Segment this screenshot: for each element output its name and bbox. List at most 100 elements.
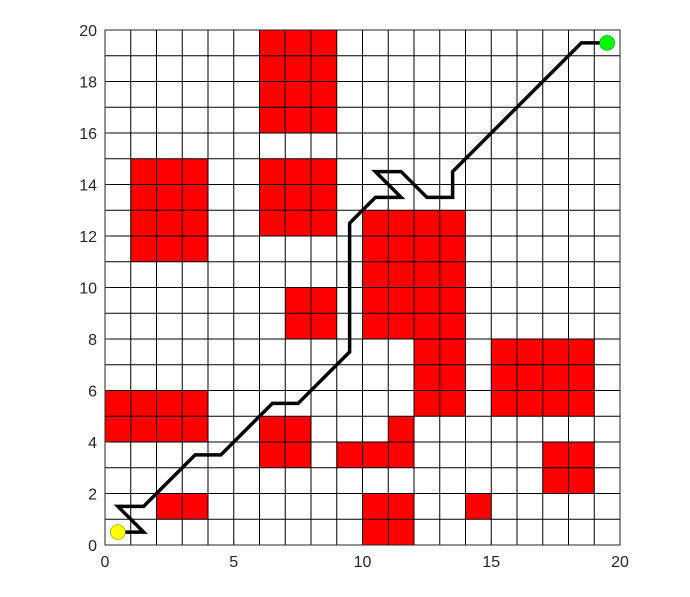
- obstacle-cell: [285, 158, 311, 185]
- obstacle-cell: [156, 158, 183, 185]
- obstacle-cell: [156, 493, 183, 520]
- obstacle-cell: [388, 493, 414, 520]
- y-tick-label: 20: [79, 23, 97, 40]
- obstacle-cell: [414, 313, 440, 339]
- obstacle-cell: [542, 442, 569, 468]
- obstacle-cell: [130, 416, 157, 442]
- obstacle-cell: [491, 390, 517, 417]
- obstacle-cell: [285, 313, 311, 339]
- obstacle-cell: [439, 339, 466, 365]
- obstacle-cell: [285, 184, 311, 211]
- obstacle-cell: [517, 364, 543, 391]
- obstacle-cell: [259, 210, 286, 236]
- obstacle-cell: [568, 442, 595, 468]
- obstacle-cell: [362, 261, 389, 288]
- obstacle-cell: [311, 210, 337, 236]
- obstacle-cell: [285, 107, 311, 133]
- y-tick-label: 8: [88, 332, 97, 349]
- marker-layer: [110, 35, 615, 540]
- y-tick-label: 0: [88, 538, 97, 555]
- obstacle-cell: [311, 81, 337, 108]
- obstacle-cell: [542, 339, 569, 365]
- obstacle-cell: [568, 364, 595, 391]
- obstacle-cell: [156, 416, 183, 442]
- obstacle-cell: [182, 493, 208, 520]
- y-tick-label: 18: [79, 75, 97, 92]
- obstacle-cell: [517, 390, 543, 417]
- obstacle-cell: [130, 236, 157, 262]
- obstacle-cell: [130, 158, 157, 185]
- obstacle-cell: [414, 210, 440, 236]
- obstacle-cell: [130, 390, 157, 417]
- obstacle-cell: [156, 210, 183, 236]
- obstacle-cell: [311, 55, 337, 82]
- obstacle-cell: [568, 339, 595, 365]
- obstacle-cell: [182, 236, 208, 262]
- obstacle-cell: [439, 261, 466, 288]
- obstacle-cell: [259, 30, 286, 56]
- obstacle-cell: [311, 107, 337, 133]
- grid-layer: [104, 29, 621, 546]
- obstacle-cell: [388, 416, 414, 442]
- obstacle-cell: [388, 287, 414, 314]
- y-tick-label: 14: [79, 178, 97, 195]
- obstacle-cell: [362, 493, 389, 520]
- obstacle-cell: [439, 313, 466, 339]
- obstacle-cell: [414, 261, 440, 288]
- obstacle-cell: [105, 390, 131, 417]
- obstacle-cell: [362, 236, 389, 262]
- x-tick-label: 10: [354, 554, 372, 571]
- obstacle-cell: [388, 519, 414, 545]
- obstacle-cell: [285, 287, 311, 314]
- y-tick-label: 6: [88, 384, 97, 401]
- obstacle-cell: [259, 416, 286, 442]
- obstacle-cell: [156, 236, 183, 262]
- obstacle-cell: [182, 158, 208, 185]
- obstacle-cell: [388, 261, 414, 288]
- obstacle-cell: [542, 364, 569, 391]
- obstacle-cell: [182, 416, 208, 442]
- start-marker: [110, 524, 126, 540]
- obstacle-cell: [414, 236, 440, 262]
- obstacle-cell: [439, 364, 466, 391]
- obstacle-cell: [311, 158, 337, 185]
- obstacle-cell: [439, 390, 466, 417]
- obstacle-cell: [156, 184, 183, 211]
- obstacle-cell: [388, 442, 414, 468]
- obstacle-cell: [414, 287, 440, 314]
- obstacle-cell: [568, 390, 595, 417]
- obstacle-cell: [362, 313, 389, 339]
- x-tick-label: 15: [482, 554, 500, 571]
- obstacle-cell: [182, 184, 208, 211]
- obstacle-cell: [285, 30, 311, 56]
- obstacle-cell: [336, 442, 363, 468]
- obstacle-cell: [414, 390, 440, 417]
- obstacle-cell: [285, 442, 311, 468]
- obstacle-cell: [439, 236, 466, 262]
- obstacle-cell: [542, 390, 569, 417]
- obstacle-cell: [311, 30, 337, 56]
- y-tick-label: 12: [79, 229, 97, 246]
- obstacle-cell: [156, 390, 183, 417]
- obstacle-cell: [285, 210, 311, 236]
- obstacle-cell: [491, 364, 517, 391]
- obstacle-cell: [517, 339, 543, 365]
- obstacle-cell: [259, 184, 286, 211]
- obstacle-cell: [182, 390, 208, 417]
- obstacle-cell: [362, 519, 389, 545]
- obstacle-cell: [362, 210, 389, 236]
- goal-marker: [599, 35, 615, 51]
- obstacle-cell: [182, 210, 208, 236]
- obstacle-cell: [105, 416, 131, 442]
- obstacle-cell: [259, 442, 286, 468]
- obstacle-cell: [362, 442, 389, 468]
- obstacle-cell: [465, 493, 492, 520]
- path-line: [113, 41, 608, 534]
- obstacle-cell: [311, 287, 337, 314]
- obstacle-cell: [568, 467, 595, 494]
- obstacle-cell: [130, 210, 157, 236]
- obstacle-cell: [414, 364, 440, 391]
- obstacle-cell: [388, 313, 414, 339]
- obstacle-cell: [259, 81, 286, 108]
